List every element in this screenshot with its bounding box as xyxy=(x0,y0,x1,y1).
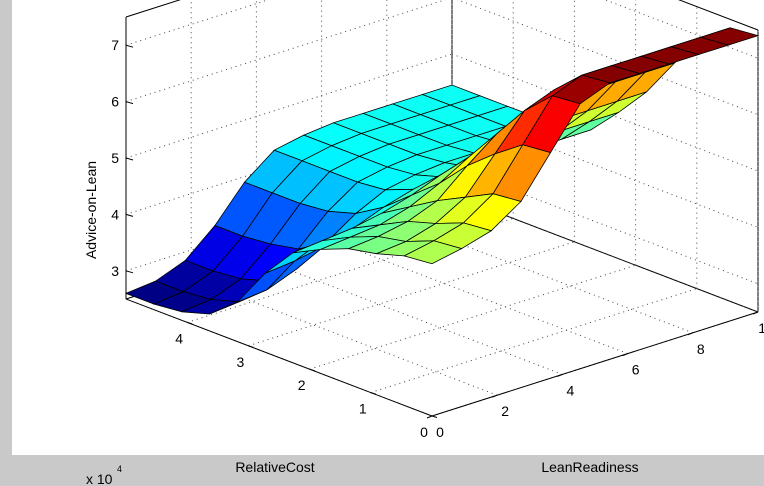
z-tick-mark xyxy=(125,157,134,161)
grid-line xyxy=(370,288,697,394)
x-tick-label: 1 xyxy=(359,401,367,417)
grid-line xyxy=(125,53,453,159)
grid-line xyxy=(248,241,575,347)
x-tick-mark xyxy=(370,392,376,395)
z-tick-label: 4 xyxy=(111,206,119,222)
y-tick-mark xyxy=(622,353,628,357)
x-tick-mark xyxy=(431,415,438,418)
y-axis-label: LeanReadiness xyxy=(541,459,638,475)
z-tick-mark xyxy=(125,101,134,105)
axis-layer: 0 1 2 3 4 0 2 4 6 8 10 3 4 5 6 7 xyxy=(111,17,764,440)
y-tick-label: 6 xyxy=(632,362,640,378)
z-tick-label: 6 xyxy=(111,94,119,110)
y-tick-mark xyxy=(752,311,759,315)
z-tick-mark xyxy=(125,270,134,274)
surface-layer xyxy=(124,27,760,315)
y-tick-label: 0 xyxy=(436,424,444,440)
x-tick-mark xyxy=(187,321,193,325)
x-axis-line xyxy=(125,298,433,417)
x-exponent-label: x 10 xyxy=(86,471,113,486)
z-tick-mark xyxy=(125,213,134,217)
y-tick-label: 10 xyxy=(758,320,764,336)
z-tick-mark xyxy=(125,44,134,48)
z-tick-label: 5 xyxy=(111,150,119,166)
y-tick-label: 2 xyxy=(501,403,509,419)
x-tick-mark xyxy=(309,368,315,372)
grid-line xyxy=(309,264,636,370)
x-tick-label: 2 xyxy=(298,377,306,393)
z-tick-label: 7 xyxy=(111,37,119,53)
y-tick-mark xyxy=(426,415,433,419)
grid-line xyxy=(125,0,447,103)
x-tick-label: 0 xyxy=(420,424,428,440)
x-exponent-power: 4 xyxy=(117,464,122,474)
y-tick-mark xyxy=(492,394,498,398)
x-tick-label: 3 xyxy=(237,354,245,370)
y-axis-line xyxy=(431,311,759,417)
back-wall-edge xyxy=(678,0,759,31)
y-tick-mark xyxy=(687,332,693,336)
x-axis-label: RelativeCost xyxy=(235,459,314,475)
z-axis-label: Advice-on-Lean xyxy=(83,161,99,259)
x-tick-mark xyxy=(248,345,254,348)
z-tick-label: 3 xyxy=(111,263,119,279)
y-tick-label: 4 xyxy=(567,382,575,398)
surface-patch xyxy=(403,240,463,265)
y-tick-label: 8 xyxy=(697,341,705,357)
x-tick-label: 4 xyxy=(175,330,183,346)
y-tick-mark xyxy=(557,373,563,377)
